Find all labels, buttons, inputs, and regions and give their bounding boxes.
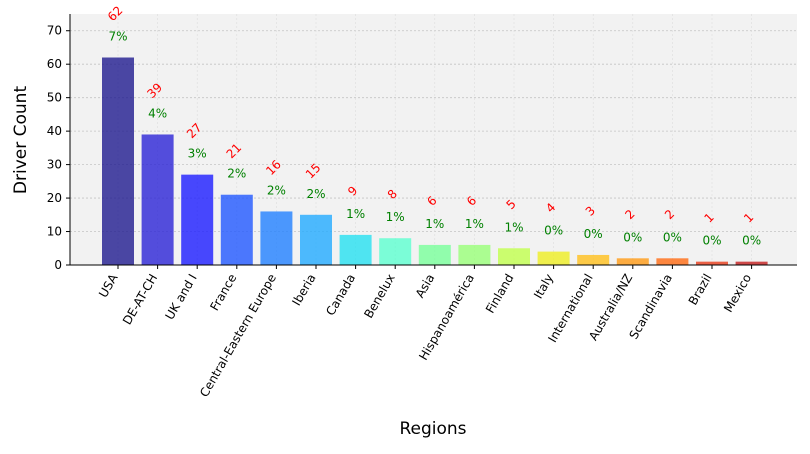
y-tick-label: 0 — [54, 258, 62, 272]
percent-label: 0% — [742, 234, 761, 248]
percent-label: 1% — [504, 220, 523, 234]
y-tick-label: 40 — [47, 124, 62, 138]
bar — [339, 234, 372, 265]
percent-label: 3% — [188, 147, 207, 161]
bar — [379, 238, 412, 265]
y-axis-label: Driver Count — [11, 86, 31, 195]
x-tick-label: Central-Eastern Europe — [197, 272, 279, 400]
x-tick-label: Canada — [323, 272, 358, 319]
percent-label: 1% — [425, 217, 444, 231]
x-ticks: USA DE-AT-CH UK and I FranceCentral-Eastern… — [96, 265, 754, 399]
percent-label: 7% — [108, 30, 127, 44]
bar — [616, 258, 649, 265]
y-tick-label: 20 — [47, 191, 62, 205]
percent-label: 1% — [346, 207, 365, 221]
bar — [102, 57, 134, 265]
x-tick-label: Finland — [483, 272, 517, 316]
x-tick-label: Iberia — [289, 272, 318, 309]
percent-label: 2% — [267, 183, 286, 197]
y-tick-label: 30 — [47, 158, 62, 172]
x-tick-label: DE-AT-CH — [120, 272, 160, 328]
x-tick-label: Benelux — [361, 272, 397, 321]
y-tick-label: 10 — [47, 225, 62, 239]
bar — [260, 211, 293, 265]
bars — [102, 57, 768, 265]
bar — [458, 244, 491, 265]
percent-label: 2% — [306, 187, 325, 201]
x-axis-label: Regions — [399, 419, 466, 439]
bar — [577, 254, 610, 265]
x-tick-label: UK and I — [162, 272, 199, 323]
percent-label: 4% — [148, 106, 167, 120]
y-tick-label: 70 — [47, 24, 62, 38]
bar — [656, 258, 689, 265]
y-tick-label: 60 — [47, 57, 62, 71]
percent-label: 0% — [623, 230, 642, 244]
x-tick-label: USA — [96, 271, 121, 300]
bar — [498, 248, 530, 265]
y-tick-label: 50 — [47, 91, 62, 105]
x-tick-label: Scandinavia — [626, 272, 675, 342]
percent-label: 2% — [227, 167, 246, 181]
x-tick-label: France — [207, 272, 239, 314]
percent-label: 0% — [702, 234, 721, 248]
percent-label: 0% — [584, 227, 603, 241]
percent-label: 0% — [663, 230, 682, 244]
bar — [300, 214, 332, 265]
percent-label: 1% — [386, 210, 405, 224]
bar — [696, 261, 728, 265]
x-tick-label: Italy — [531, 272, 556, 302]
bar — [418, 244, 451, 265]
percent-label: 0% — [544, 224, 563, 238]
x-tick-label: Asia — [413, 272, 438, 301]
bar — [537, 251, 570, 265]
x-tick-label: Brazil — [686, 272, 715, 308]
x-tick-label: Mexico — [721, 272, 754, 315]
bar — [220, 194, 253, 265]
bar — [141, 134, 174, 265]
percent-label: 1% — [465, 217, 484, 231]
bar — [181, 174, 214, 265]
bar — [735, 261, 768, 265]
y-ticks: 0 10 20 30 40 50 60 70 — [47, 24, 70, 272]
